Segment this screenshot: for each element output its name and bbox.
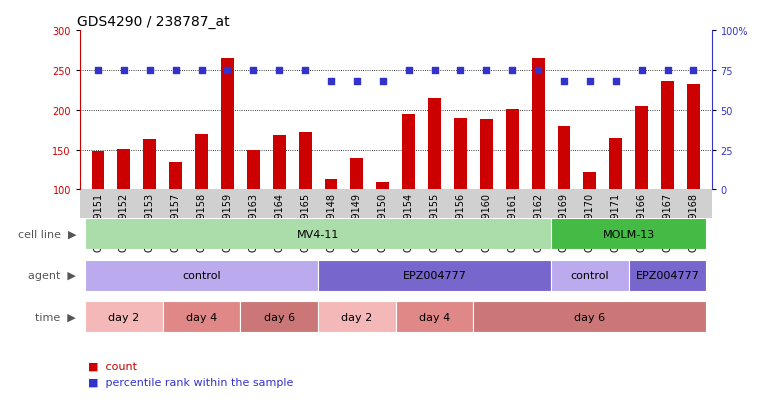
Point [428,67,441,74]
Point [558,78,570,85]
Bar [85,301,163,332]
Point [196,67,208,74]
Point [454,67,466,74]
Point [221,67,234,74]
Point [247,67,260,74]
Bar [240,301,318,332]
Text: control: control [571,271,610,281]
Bar [558,126,571,190]
Text: ■  percentile rank within the sample: ■ percentile rank within the sample [88,377,293,387]
Text: EPZ004777: EPZ004777 [635,271,699,281]
Point [351,78,363,85]
Bar [428,99,441,190]
Bar [85,260,318,291]
Bar [480,120,493,190]
Bar [272,136,285,190]
Text: time  ▶: time ▶ [35,312,76,322]
Bar [91,152,104,190]
Point [273,67,285,74]
Point [687,67,699,74]
Bar [318,301,396,332]
Bar [403,114,416,190]
Bar [473,301,706,332]
Text: day 6: day 6 [263,312,295,322]
Point [144,67,156,74]
Point [635,67,648,74]
Text: agent  ▶: agent ▶ [28,271,76,281]
Point [661,67,673,74]
Text: day 2: day 2 [341,312,373,322]
Point [377,78,389,85]
Bar [551,260,629,291]
Text: day 6: day 6 [575,312,606,322]
Point [325,78,337,85]
Bar [221,59,234,190]
Text: control: control [182,271,221,281]
Point [403,67,415,74]
Bar [454,119,467,190]
Bar [318,260,551,291]
Bar [532,59,545,190]
Text: EPZ004777: EPZ004777 [403,271,466,281]
Text: ■  count: ■ count [88,361,136,370]
Bar [324,180,337,190]
Text: day 4: day 4 [419,312,451,322]
Bar [376,183,389,190]
Point [118,67,130,74]
Bar [629,260,706,291]
Bar [584,173,597,190]
Bar [117,150,130,190]
Text: day 2: day 2 [108,312,139,322]
Bar [396,301,473,332]
Bar [169,162,182,190]
Point [506,67,518,74]
Bar [635,107,648,190]
Bar [163,301,240,332]
Text: cell line  ▶: cell line ▶ [18,229,76,240]
Point [92,67,104,74]
Bar [143,140,156,190]
Text: MV4-11: MV4-11 [297,229,339,240]
Bar [661,82,674,190]
Bar [85,219,551,250]
Point [532,67,544,74]
Point [170,67,182,74]
Text: day 4: day 4 [186,312,217,322]
Point [584,78,596,85]
Bar [195,134,208,190]
Point [299,67,311,74]
Point [480,67,492,74]
Bar [610,138,622,190]
Bar [298,133,311,190]
Bar [551,219,706,250]
Point [610,78,622,85]
Bar [247,150,260,190]
Bar [687,85,700,190]
Bar [350,158,363,190]
Text: GDS4290 / 238787_at: GDS4290 / 238787_at [77,14,229,28]
Bar [506,110,519,190]
Text: MOLM-13: MOLM-13 [603,229,654,240]
